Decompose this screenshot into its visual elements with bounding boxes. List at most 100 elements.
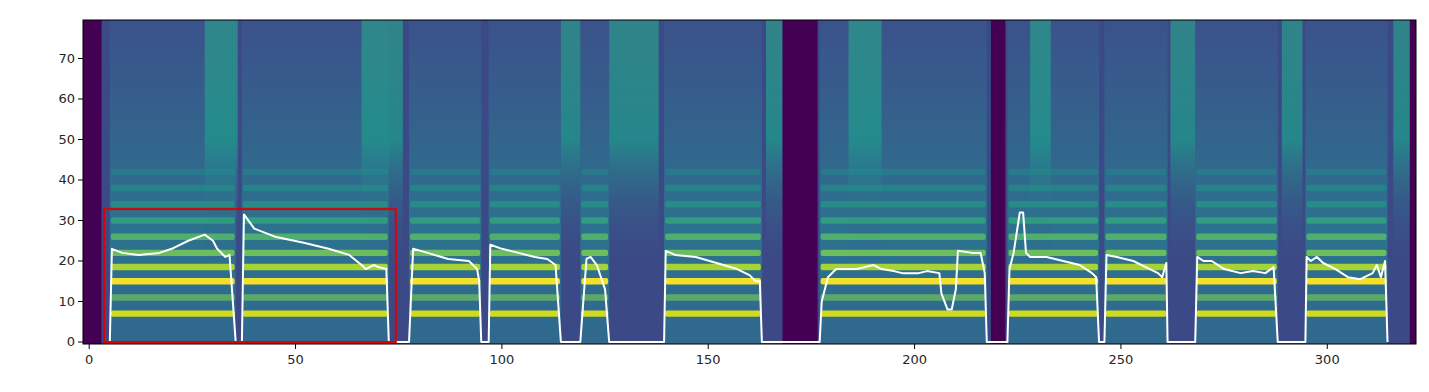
voiced-region (1007, 20, 1099, 344)
fricative-region (1170, 20, 1195, 261)
harmonic-band (243, 310, 388, 316)
harmonic-band (410, 294, 480, 300)
y-tick (78, 139, 83, 140)
fricative-region (561, 20, 580, 261)
harmonic-band (1306, 233, 1386, 239)
harmonic-band (665, 310, 761, 316)
harmonic-band (581, 201, 608, 207)
harmonic-band (665, 264, 761, 270)
y-tick-label: 60 (58, 91, 75, 106)
harmonic-band (581, 169, 608, 175)
harmonic-band (1196, 217, 1277, 223)
harmonic-band (1008, 169, 1098, 175)
silence-region (783, 20, 818, 344)
voiced-region (1104, 20, 1167, 344)
harmonic-band (1306, 250, 1386, 256)
harmonic-band (410, 185, 480, 191)
harmonic-band (821, 201, 986, 207)
harmonic-band (581, 233, 608, 239)
y-tick-label: 10 (58, 294, 75, 309)
x-tick-label: 100 (489, 352, 514, 367)
harmonic-band (1105, 217, 1166, 223)
harmonic-band (1306, 185, 1386, 191)
harmonic-band (1306, 201, 1386, 207)
voiced-region (1195, 20, 1278, 344)
harmonic-band (581, 250, 608, 256)
harmonic-band (1196, 169, 1277, 175)
harmonic-band (490, 264, 560, 270)
harmonic-band (1008, 185, 1098, 191)
harmonic-band (665, 217, 761, 223)
y-tick-label: 50 (58, 132, 75, 147)
harmonic-band (1196, 278, 1277, 284)
harmonic-band (490, 294, 560, 300)
harmonic-band (821, 185, 986, 191)
harmonic-band (490, 233, 560, 239)
harmonic-band (821, 294, 986, 300)
y-tick (78, 301, 83, 302)
harmonic-band (1008, 217, 1098, 223)
harmonic-band (490, 217, 560, 223)
harmonic-band (111, 185, 235, 191)
silence-region (991, 20, 1005, 344)
harmonic-band (243, 233, 388, 239)
harmonic-band (1008, 294, 1098, 300)
harmonic-band (665, 185, 761, 191)
harmonic-band (665, 278, 761, 284)
harmonic-band (821, 217, 986, 223)
harmonic-band (243, 294, 388, 300)
x-tick-label: 0 (85, 352, 93, 367)
harmonic-band (1105, 201, 1166, 207)
harmonic-band (111, 278, 235, 284)
harmonic-band (1196, 294, 1277, 300)
harmonic-band (1105, 264, 1166, 270)
fricative-region (205, 20, 238, 261)
harmonic-band (410, 264, 480, 270)
y-tick-label: 70 (58, 51, 75, 66)
harmonic-band (111, 217, 235, 223)
y-tick-label: 30 (58, 213, 75, 228)
harmonic-band (490, 185, 560, 191)
pitch-line (110, 212, 1388, 342)
harmonic-band (581, 310, 608, 316)
harmonic-band (1196, 250, 1277, 256)
y-tick (78, 341, 83, 342)
x-tick (914, 344, 915, 349)
harmonic-band (410, 169, 480, 175)
x-tick-label: 150 (696, 352, 721, 367)
x-tick (1120, 344, 1121, 349)
x-tick (89, 344, 90, 349)
harmonic-band (111, 201, 235, 207)
y-tick-label: 0 (67, 334, 75, 349)
y-tick-label: 40 (58, 172, 75, 187)
x-tick (1327, 344, 1328, 349)
harmonic-band (1105, 169, 1166, 175)
y-tick (78, 98, 83, 99)
harmonic-band (1105, 310, 1166, 316)
harmonic-band (111, 169, 235, 175)
harmonic-band (410, 278, 480, 284)
harmonic-band (243, 250, 388, 256)
voiced-region (489, 20, 561, 344)
harmonic-band (490, 169, 560, 175)
x-tick (708, 344, 709, 349)
harmonic-band (1105, 250, 1166, 256)
voiced-region (664, 20, 762, 344)
harmonic-band (490, 310, 560, 316)
x-tick-label: 250 (1109, 352, 1134, 367)
harmonic-band (1196, 264, 1277, 270)
harmonic-band (1306, 310, 1386, 316)
fricative-region (849, 20, 882, 261)
x-tick (501, 344, 502, 349)
frame (83, 20, 1416, 344)
harmonic-band (665, 233, 761, 239)
voiced-region (409, 20, 481, 344)
plot-area (83, 20, 1416, 344)
voiced-region (820, 20, 987, 344)
background (83, 20, 1416, 344)
harmonic-band (665, 294, 761, 300)
harmonic-band (1008, 201, 1098, 207)
harmonic-band (1105, 185, 1166, 191)
y-tick (78, 260, 83, 261)
harmonic-band (243, 185, 388, 191)
